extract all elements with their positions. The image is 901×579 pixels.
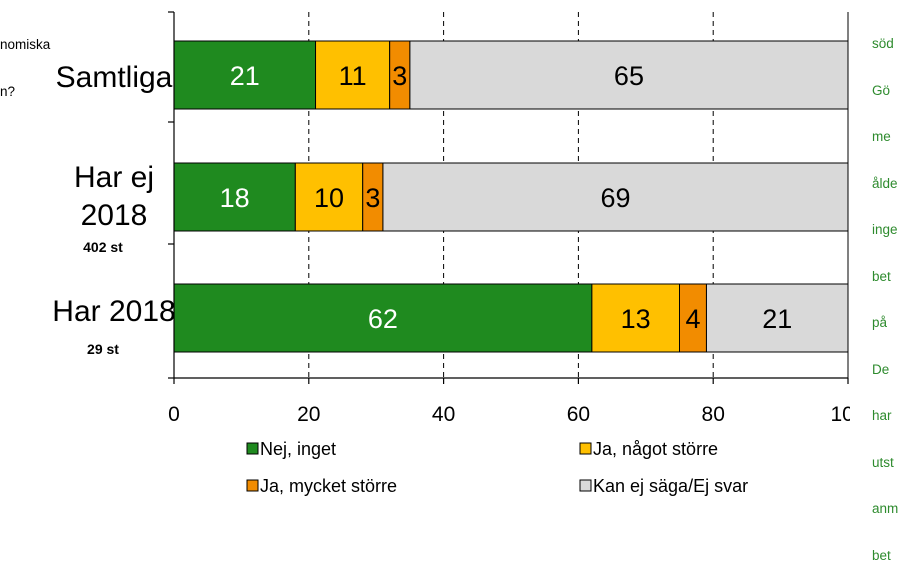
x-tick-label: 40 [432, 403, 455, 426]
data-label: 21 [762, 304, 792, 334]
side-note-line: bet [872, 547, 891, 563]
category-label: Samtliga [56, 61, 173, 94]
data-label: 10 [314, 183, 344, 213]
legend-entry: Ja, mycket större [260, 476, 397, 496]
x-tick-label: 20 [297, 403, 320, 426]
category-label: Har ej [74, 161, 154, 194]
bar-segment [173, 40, 317, 110]
side-note-line: bet [872, 268, 891, 284]
data-label: 13 [621, 304, 651, 334]
bar-segment [409, 40, 849, 110]
category-count: 402 st [83, 239, 123, 255]
legend-swatch [579, 479, 592, 492]
bar-segment [173, 162, 296, 232]
category-label: Har 2018 [52, 295, 175, 328]
bars: 21 11 3 65 18 10 3 69 62 13 4 21 [173, 40, 849, 353]
data-label: 11 [339, 61, 367, 91]
bar-segment [294, 162, 364, 232]
x-tick-label: 60 [567, 403, 590, 426]
category-count: 29 st [87, 341, 119, 357]
category-labels: Samtliga Har ej 2018 402 st Har 2018 29 st [52, 61, 175, 357]
side-note-line: söd [872, 36, 894, 51]
legend-swatch [246, 479, 259, 492]
side-note-line: Gö [872, 82, 891, 98]
x-axis: 020406080100% [168, 11, 850, 426]
data-label: 21 [230, 61, 260, 91]
bar-segment [591, 283, 681, 353]
data-label: 18 [220, 183, 250, 213]
bar-segment [705, 283, 849, 353]
legend-entry: Ja, något större [593, 439, 718, 459]
legend-swatch [579, 442, 592, 455]
side-note-line: De [872, 361, 890, 377]
legend: Nej, inget Ja, något större Ja, mycket stö… [246, 439, 748, 496]
legend-entry: Kan ej säga/Ej svar [593, 476, 748, 496]
side-note-line: utst [872, 454, 894, 470]
legend-entry: Nej, inget [260, 439, 336, 459]
category-label: 2018 [81, 199, 148, 232]
x-tick-label: 100 [830, 403, 850, 426]
x-tick-label: 0 [168, 403, 180, 426]
top-note: nomiska n? [0, 6, 140, 115]
bar-segment [382, 162, 849, 232]
data-label: 3 [365, 183, 380, 213]
x-tick-label: 80 [702, 403, 725, 426]
data-label: 62 [368, 304, 398, 334]
data-label: 65 [614, 61, 644, 91]
top-note-line: nomiska [0, 37, 51, 52]
side-note-line: me [872, 129, 891, 144]
side-note-line: ålde [872, 175, 898, 191]
side-note-line: anm [872, 501, 899, 516]
data-label: 4 [685, 304, 700, 334]
side-note-line: på [872, 315, 888, 330]
legend-swatch [246, 442, 259, 455]
side-note: söd Gö me ålde inge bet på De har utst a… [872, 5, 901, 579]
side-note-line: har [872, 408, 892, 423]
data-label: 3 [392, 61, 407, 91]
bar-segment [679, 283, 707, 353]
top-note-line: n? [0, 83, 16, 99]
data-label: 69 [600, 183, 630, 213]
side-note-line: inge [872, 222, 898, 237]
